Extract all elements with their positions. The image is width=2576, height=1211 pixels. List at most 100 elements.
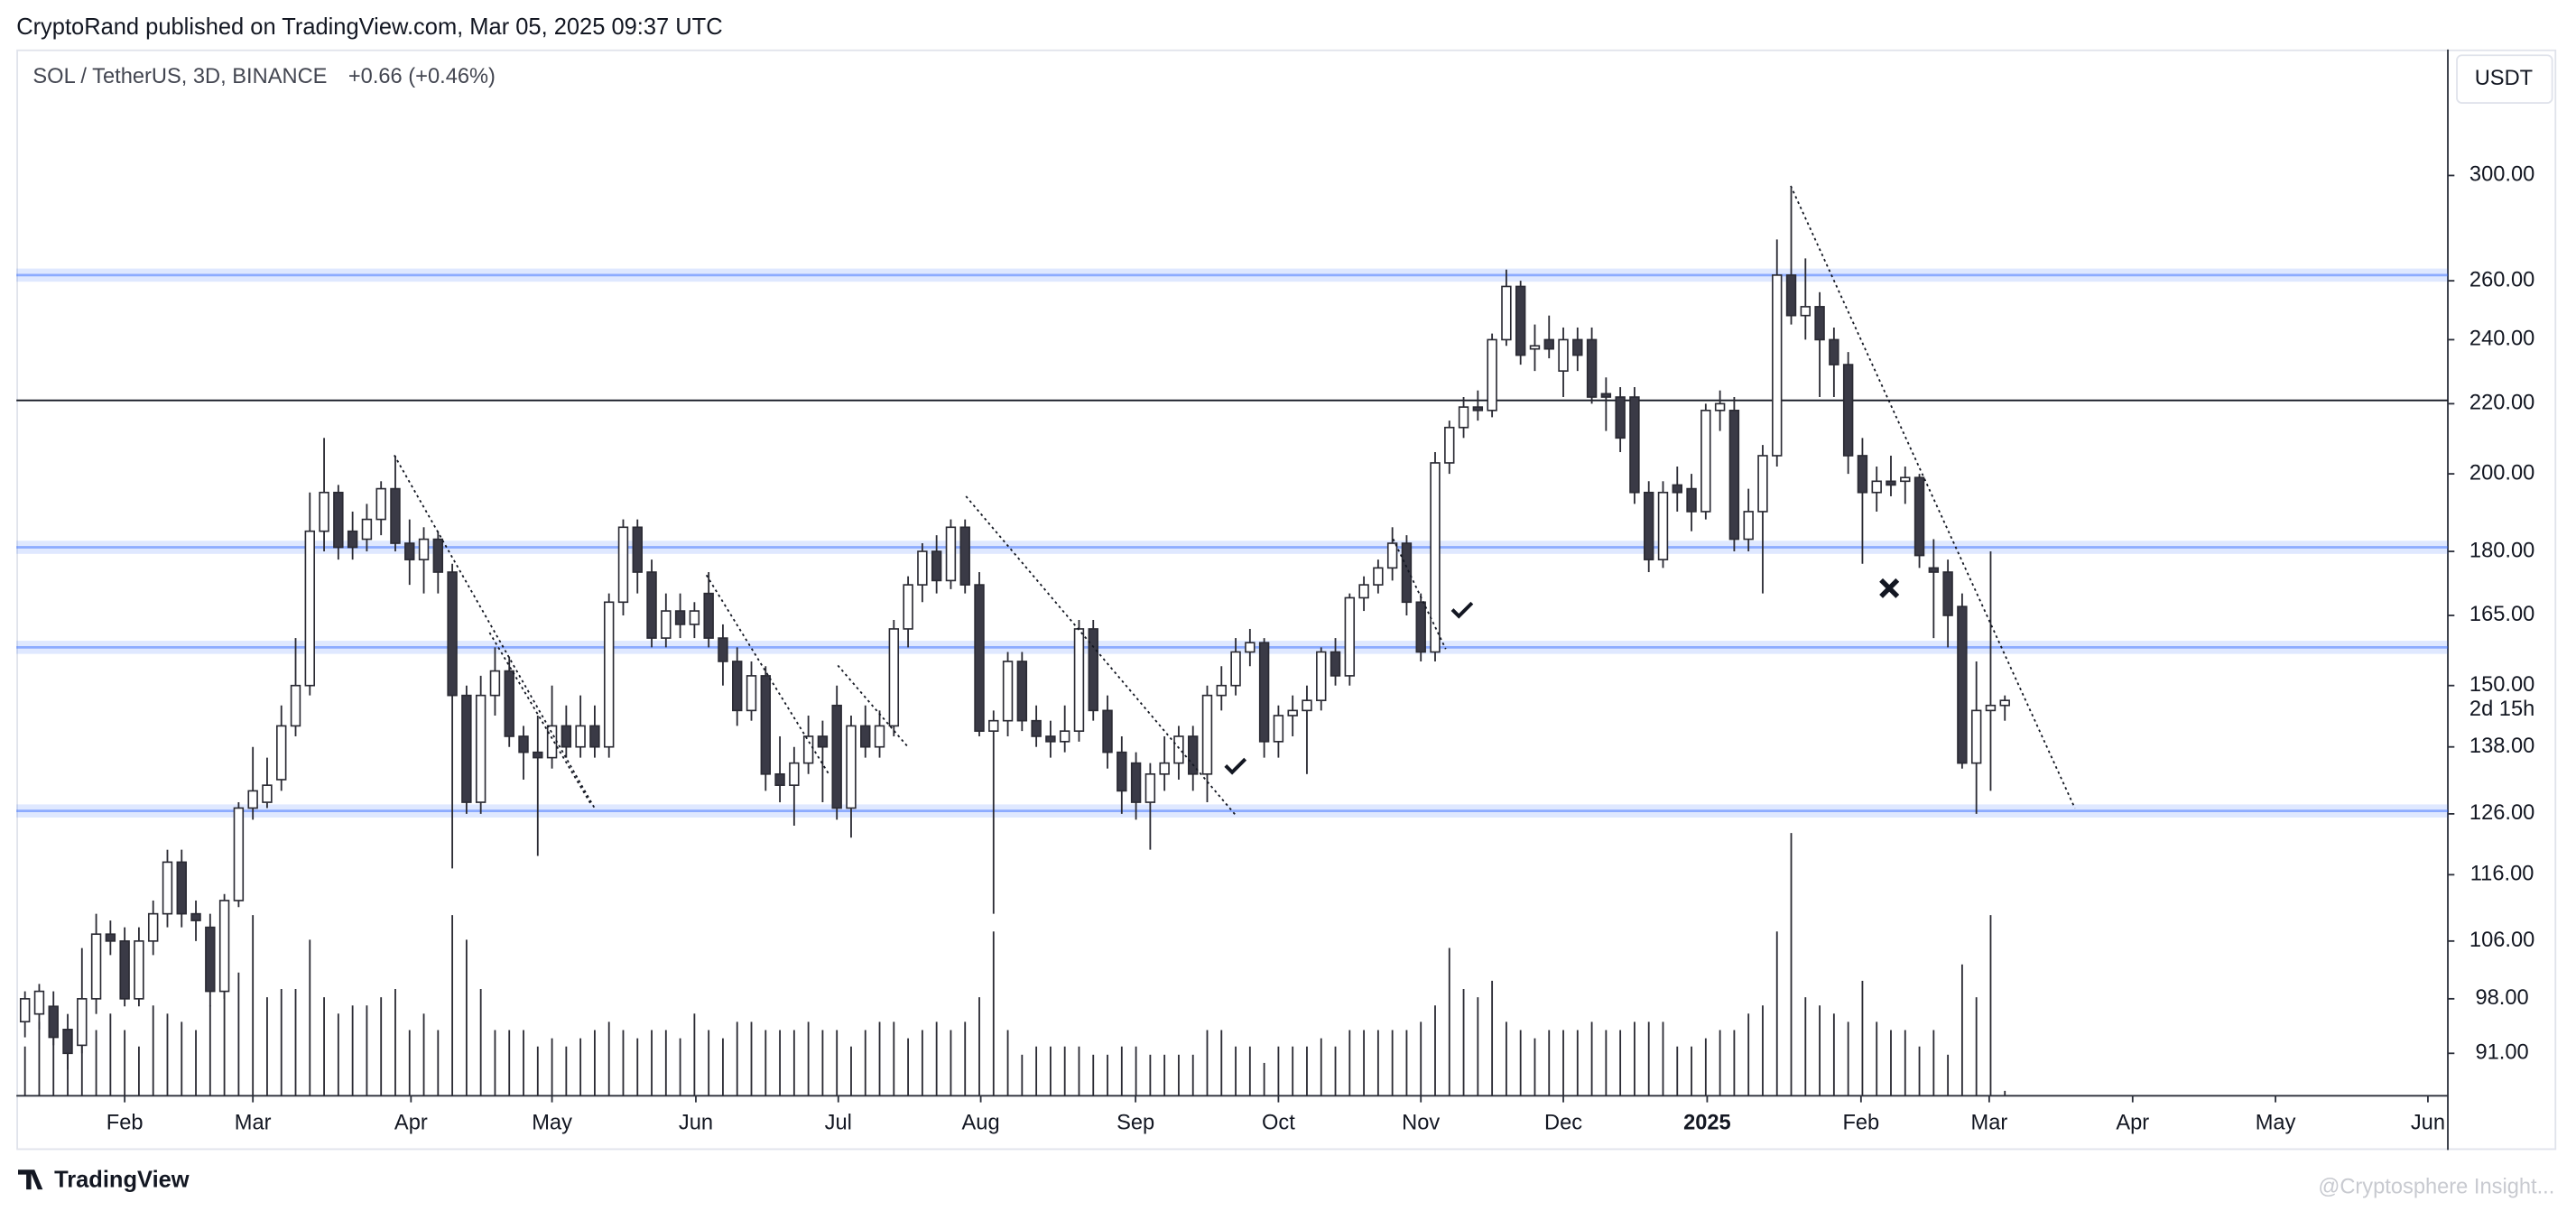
candle-body	[974, 584, 985, 732]
candle-body	[1800, 306, 1812, 317]
candle-body	[774, 772, 785, 786]
x-tick-label: Feb	[107, 1112, 144, 1135]
candle-body	[1117, 751, 1127, 792]
candle-body	[959, 526, 970, 586]
candle-body	[1273, 715, 1284, 743]
candle-body	[1814, 306, 1825, 341]
candle-body	[1999, 699, 2010, 707]
y-tick-label: 126.00	[2469, 801, 2534, 825]
y-tick-label: 98.00	[2475, 986, 2528, 1010]
candle-body	[418, 538, 430, 560]
x-tick-label: Nov	[1402, 1112, 1440, 1135]
candle-body	[319, 491, 329, 532]
candle-body	[1772, 274, 1783, 457]
candle-body	[432, 538, 444, 573]
candle-body	[1159, 762, 1170, 775]
y-tick-label: 260.00	[2469, 268, 2534, 291]
candle-body	[1458, 406, 1469, 429]
candle-body	[1386, 542, 1398, 569]
candle-body	[375, 487, 386, 521]
candle-body	[674, 610, 686, 625]
candle-body	[1657, 491, 1669, 560]
x-tick-label: May	[532, 1112, 572, 1135]
candle-body	[1913, 476, 1925, 557]
candle-body	[1373, 567, 1384, 586]
candle-body	[646, 571, 657, 639]
candle-body	[1985, 704, 1997, 712]
candle-body	[347, 530, 358, 549]
x-tick-label: Sep	[1117, 1112, 1154, 1135]
support-zone	[16, 641, 2449, 654]
candle-body	[518, 735, 529, 753]
x-tick-label: May	[2256, 1112, 2296, 1135]
y-tick-label: 240.00	[2469, 328, 2534, 351]
currency-button[interactable]	[2456, 54, 2553, 104]
y-tick-label: 220.00	[2469, 392, 2534, 415]
x-tick-label: Dec	[1544, 1112, 1582, 1135]
trend-line	[488, 632, 593, 806]
candle-body	[1714, 402, 1726, 411]
candle-body	[1970, 709, 1982, 764]
tv-logo-icon	[18, 1169, 43, 1190]
candle-body	[1957, 606, 1968, 764]
candle-body	[134, 940, 144, 1000]
candle-body	[1287, 709, 1298, 716]
candle-body	[33, 990, 45, 1015]
candle-body	[1586, 338, 1598, 398]
x-tick-label: 2025	[1683, 1112, 1731, 1135]
candle-body	[19, 998, 31, 1023]
x-tick-label: Jul	[825, 1112, 852, 1135]
candle-body	[860, 725, 871, 748]
y-tick-label: 150.00	[2469, 673, 2534, 697]
candle-body	[1016, 661, 1028, 722]
candle-body	[1302, 699, 1312, 712]
candle-body	[1629, 396, 1640, 494]
candle-body	[1600, 393, 1612, 398]
candle-body	[119, 940, 130, 1000]
candle-body	[105, 933, 116, 942]
plot-area	[16, 188, 2449, 1096]
candle-body	[603, 601, 615, 748]
candle-body	[802, 735, 814, 764]
candle-body	[1230, 651, 1241, 687]
candle-body	[1757, 455, 1768, 513]
trend-line	[394, 455, 596, 809]
candle-body	[661, 610, 672, 639]
currency-label[interactable]: USDT	[2475, 67, 2533, 90]
candle-body	[475, 694, 486, 803]
candle-body	[1344, 596, 1356, 677]
candle-body	[1743, 511, 1754, 541]
x-tick-label: Apr	[2116, 1112, 2149, 1135]
candle-body	[945, 526, 957, 582]
candle-body	[262, 784, 273, 803]
x-tick-label: Mar	[235, 1112, 272, 1135]
candle-body	[1144, 772, 1156, 803]
candle-body	[1245, 642, 1256, 653]
candle-body	[1529, 345, 1541, 350]
candle-body	[1073, 628, 1085, 732]
x-tick-label: Jun	[2411, 1112, 2445, 1135]
candle-body	[1002, 661, 1014, 722]
candle-body	[1088, 628, 1098, 712]
candle-body	[1900, 476, 1911, 483]
candle-body	[1842, 364, 1854, 457]
check-mark	[1224, 757, 1247, 775]
candle-body	[290, 684, 301, 727]
candle-body	[575, 725, 586, 748]
trend-line	[705, 574, 830, 776]
candle-body	[1487, 338, 1497, 411]
candle-body	[1700, 410, 1711, 513]
candle-body	[1942, 571, 1953, 616]
candle-body	[1672, 484, 1682, 494]
y-tick-label: 200.00	[2469, 461, 2534, 485]
candle-body	[1543, 338, 1554, 350]
candle-body	[1928, 567, 1940, 573]
trend-line	[1790, 185, 2076, 809]
candle-body	[546, 725, 558, 759]
candle-body	[190, 912, 201, 921]
candle-body	[888, 628, 900, 727]
candle-body	[390, 487, 401, 544]
